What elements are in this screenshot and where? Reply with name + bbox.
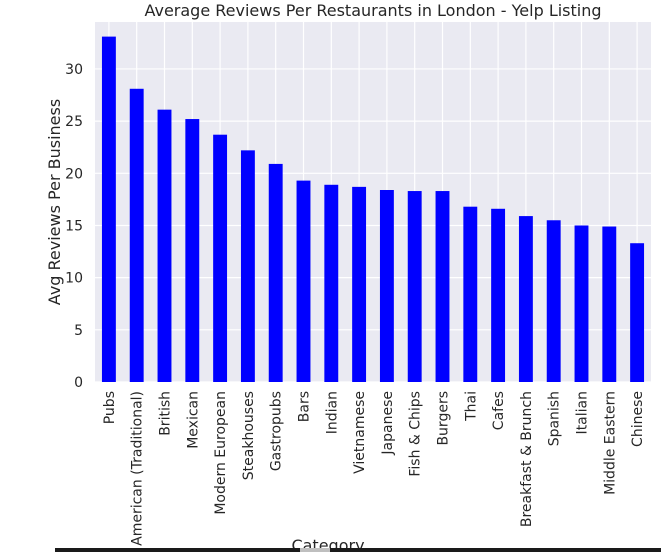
x-tick-label: Gastropubs — [269, 391, 285, 471]
y-tick-label: 15 — [65, 218, 83, 234]
x-axis-ticks: Pubs American (Traditional) British Mexican… — [102, 391, 646, 546]
y-tick-label: 10 — [65, 271, 83, 287]
x-tick-label: Thai — [463, 391, 479, 422]
bar — [546, 220, 561, 382]
bar — [491, 208, 506, 382]
bar — [352, 186, 367, 382]
bar — [157, 109, 172, 383]
bar — [185, 119, 200, 382]
bar — [435, 191, 450, 382]
x-tick-label: Japanese — [380, 391, 396, 456]
x-tick-label: Spanish — [547, 391, 563, 446]
bar — [324, 184, 339, 382]
x-tick-label: Italian — [575, 391, 591, 434]
bar — [602, 226, 617, 382]
bar — [101, 36, 116, 382]
x-tick-label: Indian — [324, 391, 340, 434]
x-tick-label: Bars — [297, 391, 313, 422]
bar — [379, 190, 394, 382]
y-tick-label: 0 — [74, 375, 83, 391]
y-tick-label: 25 — [65, 114, 83, 130]
y-tick-label: 20 — [65, 166, 83, 182]
x-tick-label: British — [158, 391, 174, 436]
bar — [518, 216, 533, 382]
x-tick-label: Breakfast & Brunch — [519, 391, 535, 527]
x-tick-label: Steakhouses — [241, 391, 257, 480]
bar — [296, 180, 311, 382]
y-tick-label: 5 — [74, 323, 83, 339]
x-tick-label: Pubs — [102, 391, 118, 424]
bar — [630, 243, 645, 382]
x-tick-label: Fish & Chips — [408, 391, 424, 477]
x-tick-label: Cafes — [491, 391, 507, 430]
y-tick-label: 30 — [65, 62, 83, 78]
y-axis-label: Avg Reviews Per Business — [45, 99, 64, 305]
x-tick-label: Burgers — [436, 391, 452, 446]
bar — [129, 88, 144, 383]
window-edge-gap — [300, 548, 330, 552]
bar — [268, 163, 283, 382]
bars — [101, 36, 645, 383]
bar — [240, 150, 255, 382]
plot-area — [95, 22, 651, 382]
x-tick-label: Vietnamese — [352, 391, 368, 474]
window-edge — [55, 548, 661, 552]
x-tick-label: American (Traditional) — [130, 391, 146, 546]
x-tick-label: Modern European — [213, 391, 229, 515]
x-tick-label: Middle Eastern — [602, 391, 618, 495]
x-tick-label: Mexican — [185, 391, 201, 449]
bar — [574, 225, 589, 382]
bar — [213, 134, 228, 382]
x-tick-label: Chinese — [630, 391, 646, 447]
y-axis-ticks: 0 5 10 15 20 25 30 — [65, 62, 83, 391]
chart-title: Average Reviews Per Restaurants in Londo… — [144, 1, 601, 20]
bar — [463, 206, 478, 382]
bar — [407, 191, 422, 382]
